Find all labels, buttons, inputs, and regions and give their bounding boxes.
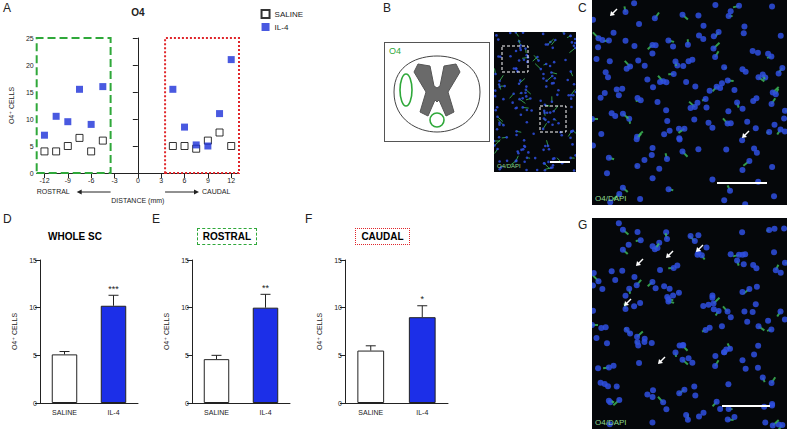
svg-text:***: *** [108,284,119,294]
svg-text:**: ** [262,283,270,293]
svg-text:15: 15 [29,257,37,264]
html-text:WHOLE SC: WHOLE SC [48,231,102,242]
svg-text:CAUDAL: CAUDAL [202,188,231,195]
svg-text:O4⁺ CELLS: O4⁺ CELLS [8,87,15,124]
svg-text:O4: O4 [389,46,401,56]
svg-text:6: 6 [183,177,187,184]
svg-text:9: 9 [206,177,210,184]
html-text:CAUDAL: CAUDAL [361,231,404,242]
svg-text:0: 0 [33,400,37,407]
svg-text:5: 5 [30,143,34,150]
svg-text:15: 15 [181,257,189,264]
svg-text:-3: -3 [111,177,117,184]
svg-text:10: 10 [181,304,189,311]
svg-text:O4⁺ CELLS: O4⁺ CELLS [11,313,18,350]
svg-text:IL-4: IL-4 [259,409,271,416]
svg-text:5: 5 [185,352,189,359]
svg-text:25: 25 [26,35,34,42]
svg-text:O4⁺ CELLS: O4⁺ CELLS [163,313,170,350]
svg-text:SALINE: SALINE [358,409,383,416]
html-text:B: B [383,1,391,15]
svg-text:IL-4: IL-4 [416,409,428,416]
svg-text:SALINE: SALINE [52,409,77,416]
svg-text:5: 5 [338,352,342,359]
svg-text:10: 10 [26,116,34,123]
svg-text:O4/DAPI: O4/DAPI [595,418,627,427]
svg-text:-9: -9 [65,177,71,184]
svg-text:*: * [420,294,424,304]
svg-text:-6: -6 [88,177,94,184]
html-text:A: A [3,1,11,15]
html-text:C: C [578,1,587,15]
svg-text:20: 20 [26,62,34,69]
svg-text:O4: O4 [131,7,145,18]
html-text:ROSTRAL: ROSTRAL [202,231,252,242]
svg-text:12: 12 [227,177,235,184]
svg-text:10: 10 [334,304,342,311]
svg-text:-12: -12 [39,177,49,184]
svg-text:10: 10 [29,304,37,311]
svg-text:SALINE: SALINE [275,10,303,19]
svg-text:0: 0 [185,400,189,407]
svg-text:ROSTRAL: ROSTRAL [37,188,70,195]
svg-text:0: 0 [338,400,342,407]
svg-text:IL-4: IL-4 [107,409,119,416]
svg-text:15: 15 [26,89,34,96]
svg-text:0: 0 [30,170,34,177]
html-text:D: D [3,212,12,226]
svg-text:0: 0 [136,177,140,184]
svg-text:3: 3 [159,177,163,184]
svg-text:DISTANCE (mm): DISTANCE (mm) [111,197,164,205]
html-text:F: F [305,212,313,226]
svg-text:O4/DAPI: O4/DAPI [497,163,521,169]
svg-text:5: 5 [33,352,37,359]
html-text:G: G [578,218,588,232]
html-text:E: E [152,212,160,226]
svg-text:SALINE: SALINE [204,409,229,416]
svg-text:IL-4: IL-4 [275,23,289,32]
svg-text:15: 15 [334,257,342,264]
svg-text:O4⁺ CELLS: O4⁺ CELLS [316,313,323,350]
svg-text:O4/DAPI: O4/DAPI [595,194,627,203]
